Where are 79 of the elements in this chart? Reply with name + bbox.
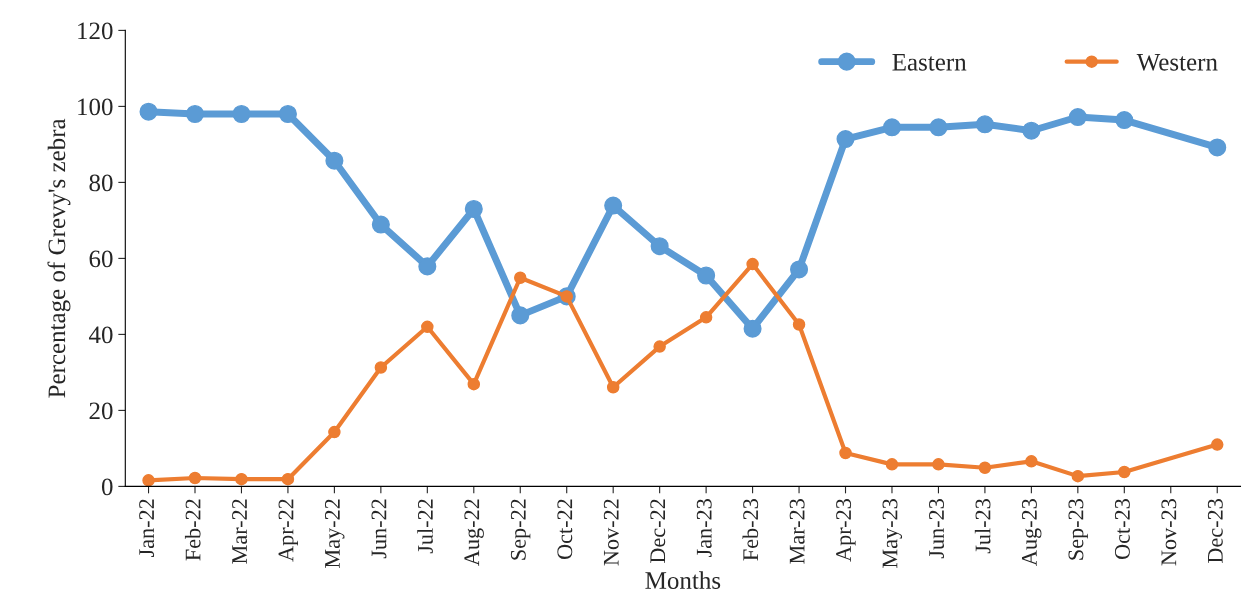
point [699,311,713,324]
point [1025,455,1038,468]
x-tick-label: May-22 [324,499,345,568]
x-tick-label: Jun-22 [371,499,387,559]
y-axis-title: Percentage of Grevy's zebra [47,118,71,398]
point [235,472,248,486]
point [604,196,623,215]
y-tick-label: 100 [78,98,113,116]
point [606,380,620,394]
point [1022,121,1041,140]
x-tick-label: Sep-22 [510,499,531,560]
point [975,115,994,134]
point [839,446,852,460]
y-tick-label: 0 [101,478,113,496]
point [232,104,251,124]
point [978,461,992,475]
point [929,118,948,137]
y-tick-label: 60 [89,250,113,268]
point [836,130,855,149]
point [514,271,527,285]
point [418,257,437,276]
x-tick-label: Apr-23 [836,499,856,562]
point [281,472,295,486]
x-tick-label: Nov-22 [603,499,619,566]
x-tick-label: Jun-23 [929,499,945,559]
point [1071,469,1085,483]
point [1118,465,1131,479]
point [885,458,899,471]
point [511,306,530,325]
x-tick-label: Sep-23 [1068,499,1088,560]
point [1210,438,1224,451]
point [374,361,388,374]
x-tick-label: Jan-22 [139,499,155,557]
point [464,199,483,219]
x-tick-label: Jan-23 [696,499,712,557]
point [328,425,341,439]
legend-label: Western [1136,54,1218,71]
x-axis-title: Months [645,571,721,589]
y-tick-label: 120 [78,22,113,40]
point [278,104,297,124]
point [139,102,158,121]
point [697,266,716,285]
x-tick-label: Dec-23 [1207,499,1223,563]
point [185,104,205,124]
point [653,340,666,353]
x-tick-label: Jul-22 [417,499,433,554]
point [188,471,202,485]
point [1115,111,1134,130]
x-tick-label: Nov-23 [1161,499,1177,566]
x-tick-label: Mar-22 [232,499,248,564]
point [142,474,155,487]
legend-label: Eastern [892,54,967,71]
y-tick-label: 20 [89,402,113,420]
x-tick-label: Apr-22 [278,499,299,562]
point [371,215,390,234]
x-tick-label: May-23 [882,499,903,568]
point [932,458,945,471]
point [325,151,344,170]
y-tick-label: 40 [88,326,113,344]
x-tick-label: Jul-23 [974,499,991,554]
point [790,260,809,279]
point [882,118,902,137]
x-tick-label: Feb-23 [742,499,759,561]
y-tick-label: 80 [89,174,113,192]
point [746,257,759,271]
point [1068,108,1087,127]
x-tick-label: Dec-22 [650,499,666,563]
x-tick-label: Oct-22 [557,499,573,559]
point [650,237,669,256]
x-tick-label: Mar-23 [789,499,805,564]
x-tick-label: Aug-23 [1021,499,1042,566]
x-tick-label: Oct-23 [1114,499,1130,559]
point [421,320,434,334]
point [467,377,481,391]
point [1208,138,1227,157]
x-tick-label: Aug-22 [464,499,484,566]
point [743,319,762,338]
point [792,318,806,331]
x-tick-label: Feb-22 [184,499,201,561]
